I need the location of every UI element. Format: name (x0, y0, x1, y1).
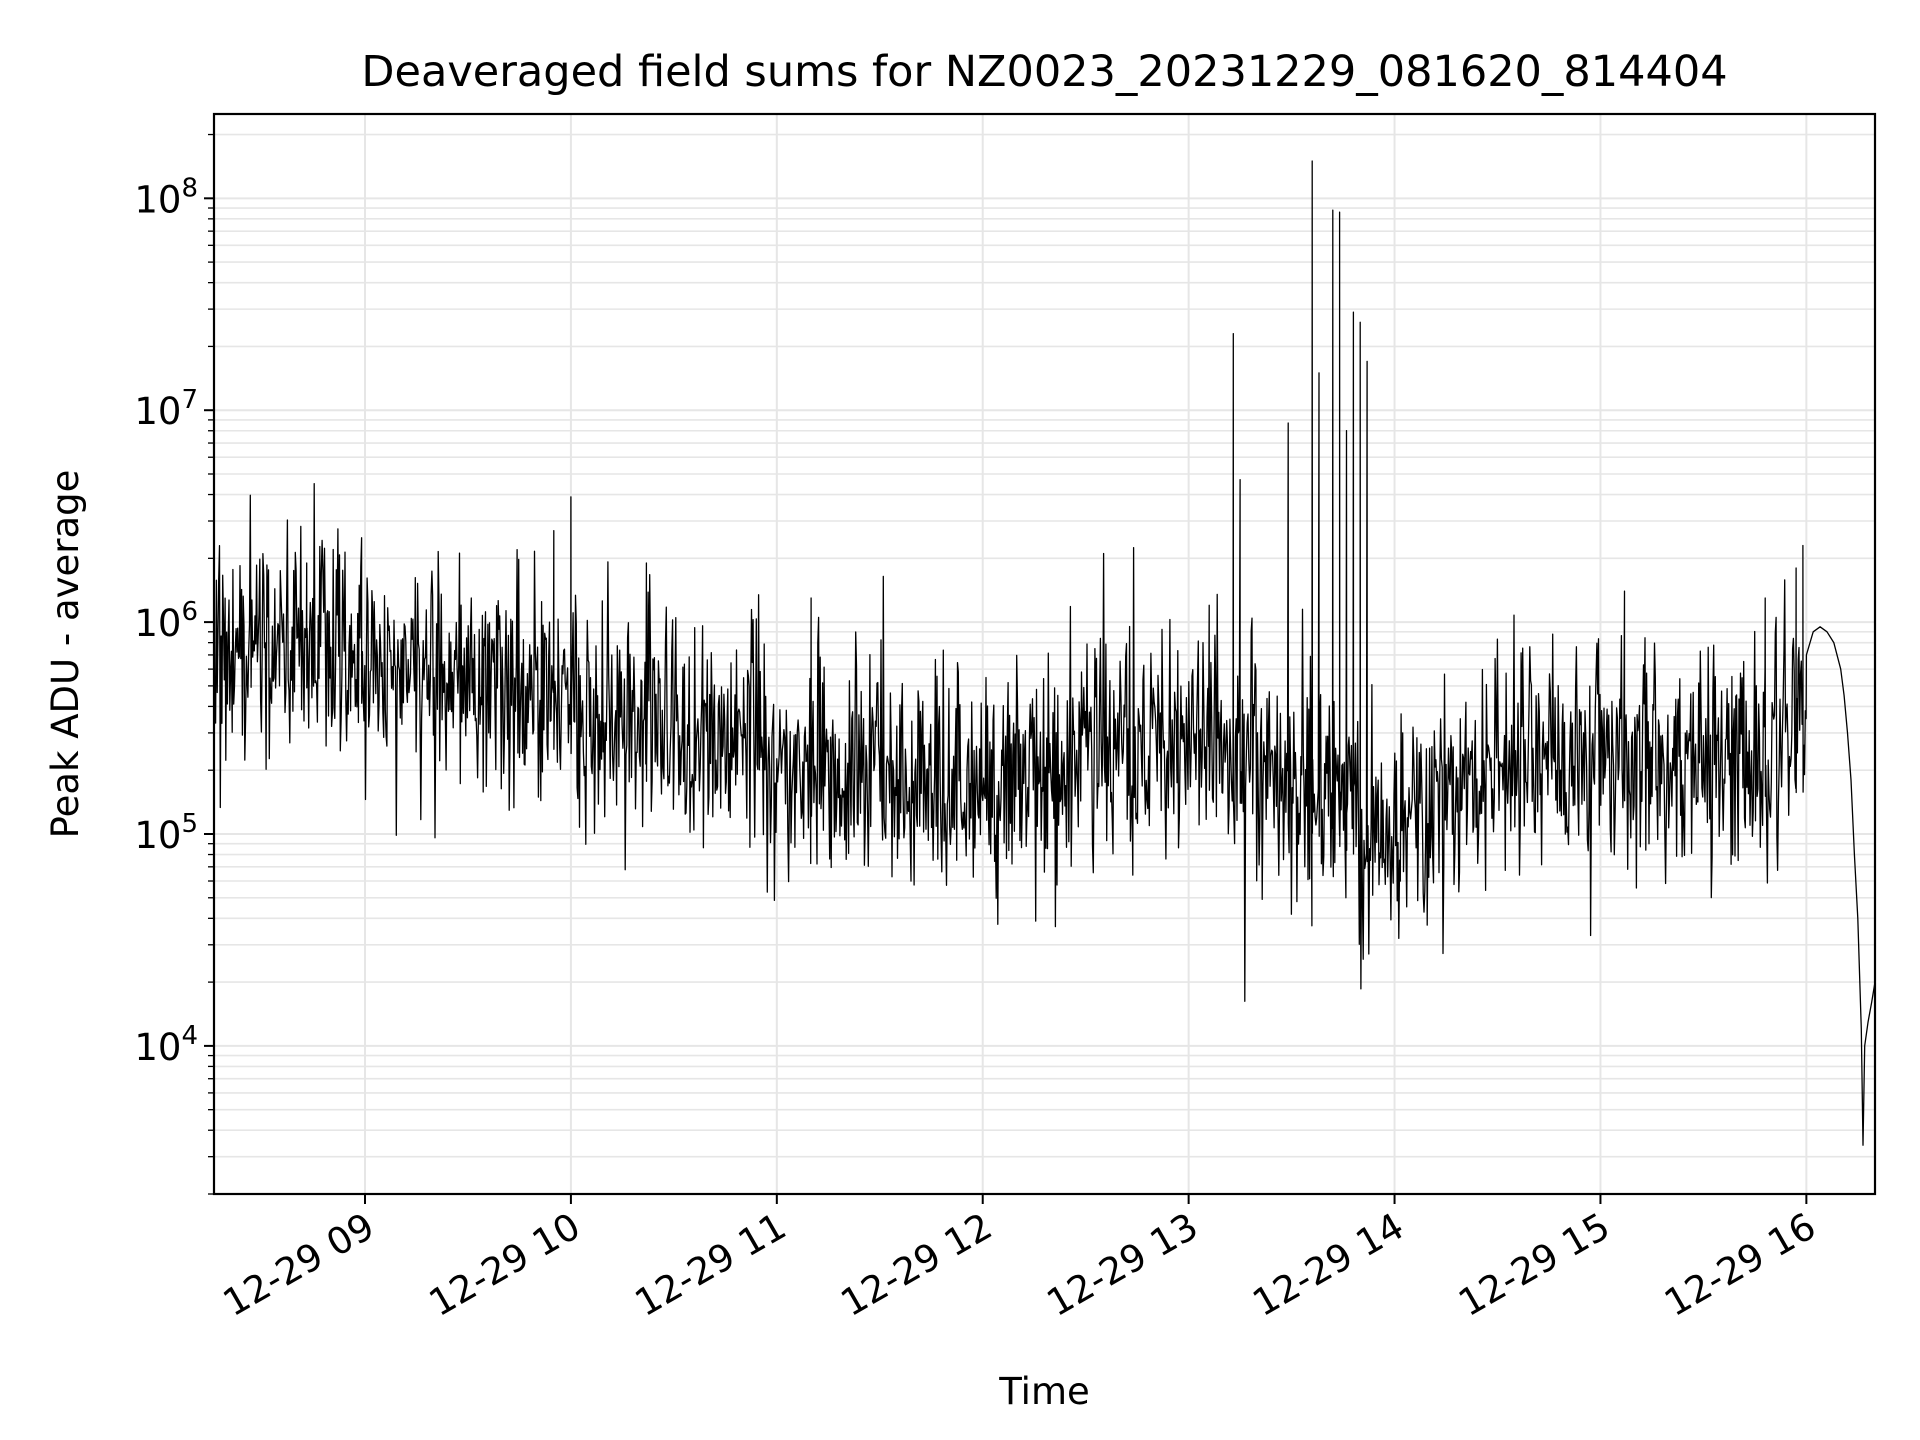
y-tick-label: 105 (134, 809, 198, 857)
y-tick-label: 106 (134, 597, 198, 645)
y-tick-label: 107 (134, 385, 198, 433)
y-tick-label: 108 (134, 173, 198, 221)
y-axis-label: Peak ADU - average (44, 470, 87, 839)
series-line (213, 160, 1876, 1146)
x-axis-label: Time (998, 1370, 1090, 1413)
grid-lines (214, 114, 1875, 1195)
y-tick-label: 104 (134, 1021, 198, 1069)
plot-frame (212, 112, 1877, 1196)
chart-title: Deaveraged field sums for NZ0023_2023122… (361, 47, 1727, 97)
